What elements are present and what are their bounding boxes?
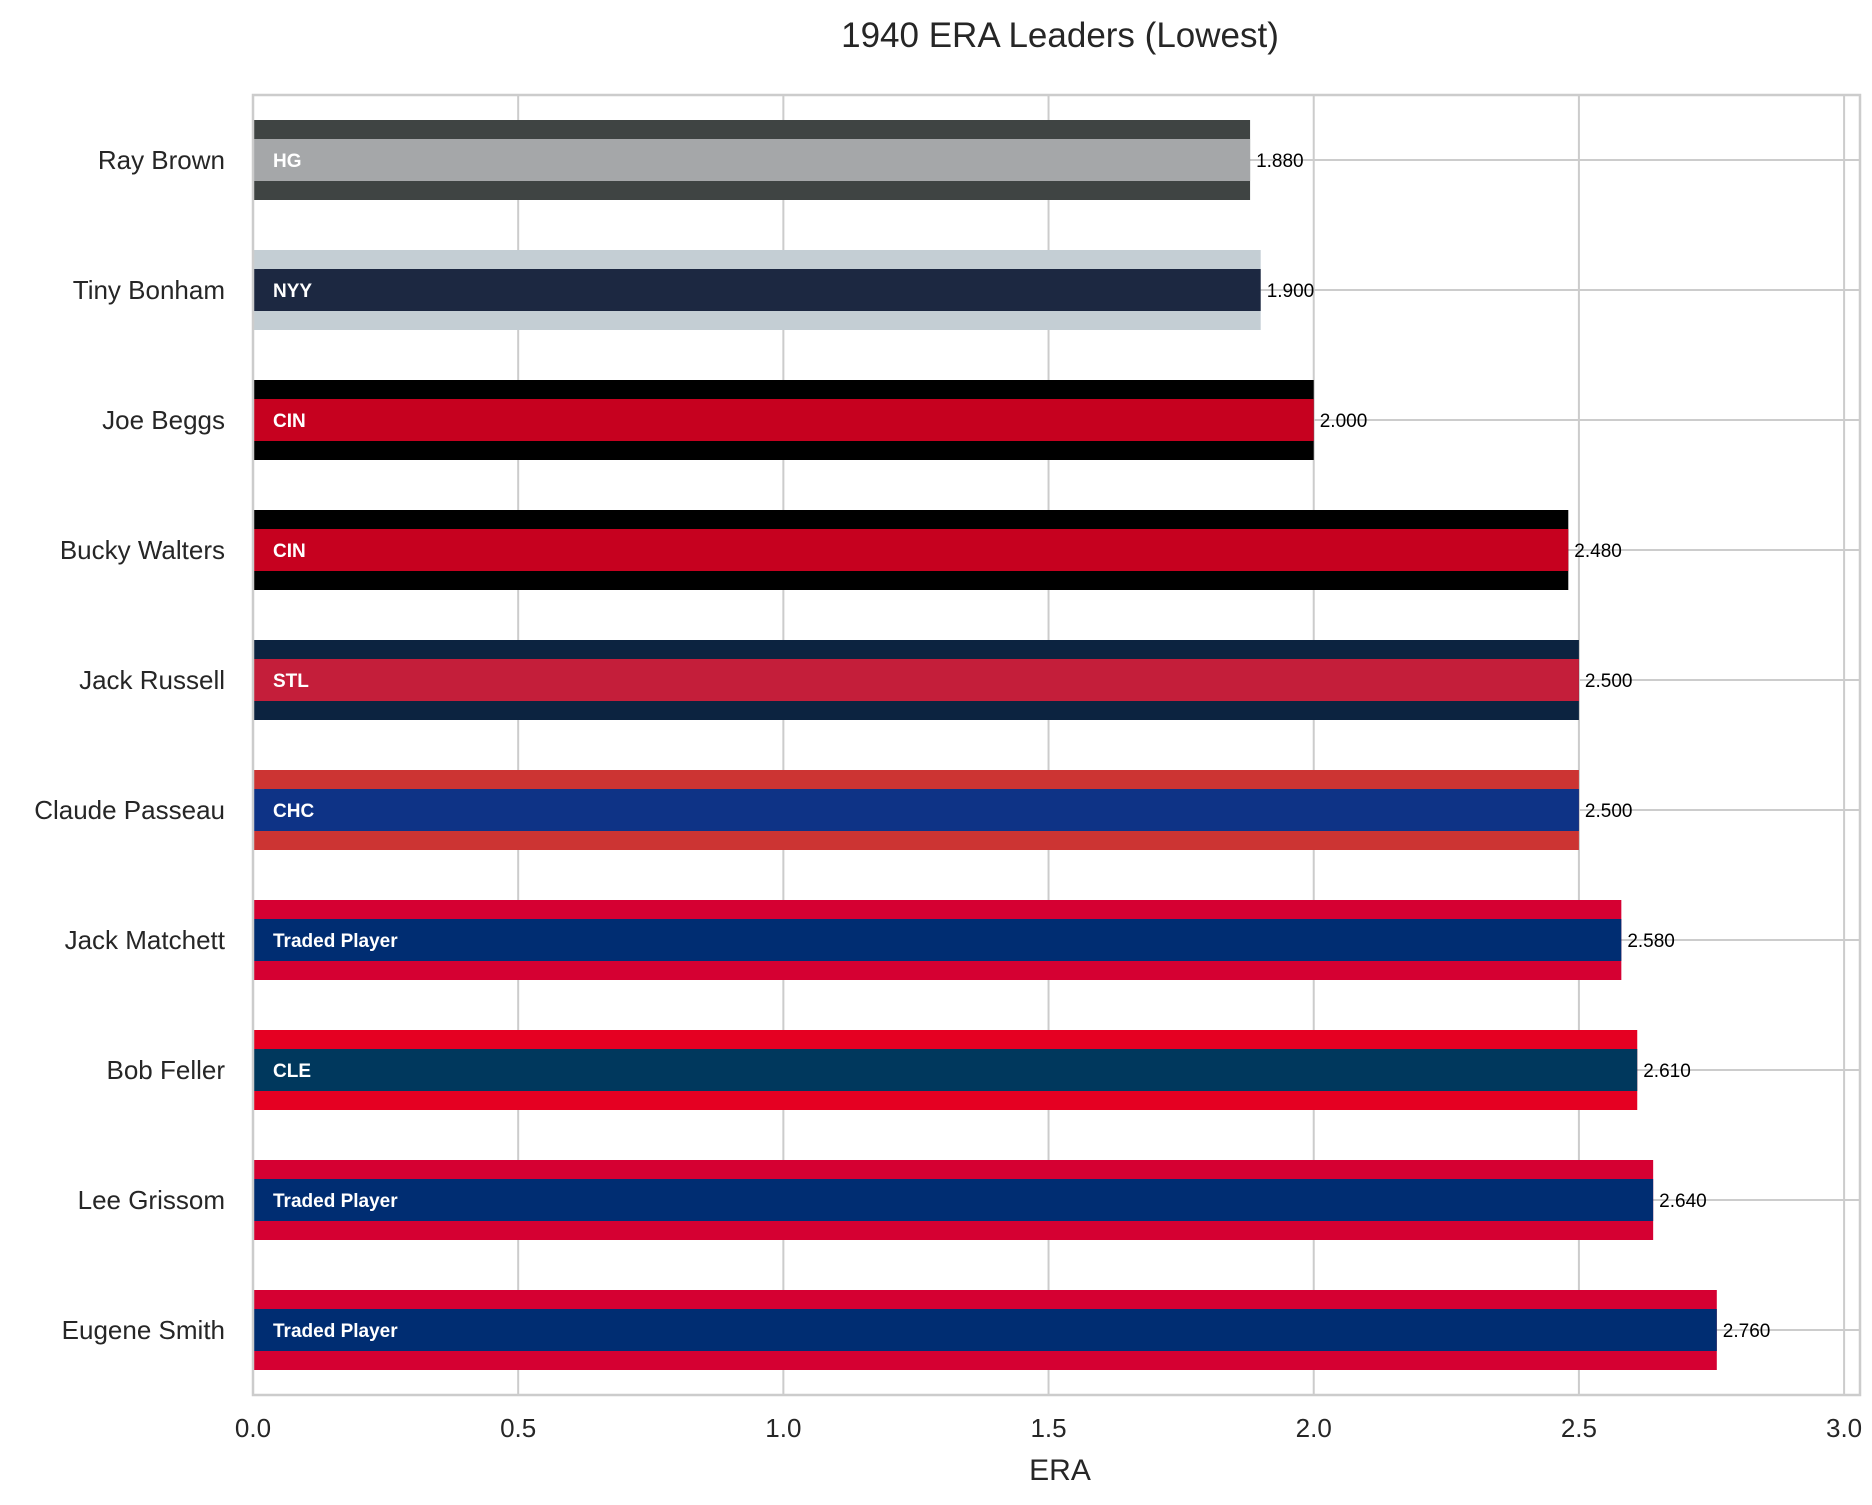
bar-group: CLE 2.610 <box>253 1030 1691 1110</box>
value-label: 1.900 <box>1267 281 1315 302</box>
value-label: 2.500 <box>1585 671 1633 692</box>
bar-group: CIN 2.480 <box>253 510 1622 590</box>
y-tick-label: Lee Grissom <box>78 1185 225 1215</box>
x-tick-label: 0.0 <box>235 1413 271 1443</box>
value-label: 2.610 <box>1643 1061 1691 1082</box>
chart-title: 1940 ERA Leaders (Lowest) <box>841 16 1279 55</box>
bar-inner <box>253 789 1579 831</box>
x-axis-label: ERA <box>1029 1454 1091 1487</box>
team-label: CIN <box>273 411 306 432</box>
x-tick-label: 3.0 <box>1826 1413 1862 1443</box>
y-tick-label: Bob Feller <box>107 1055 226 1085</box>
y-tick-label: Bucky Walters <box>60 535 225 565</box>
bar-group: NYY 1.900 <box>253 250 1314 330</box>
y-tick-label: Eugene Smith <box>62 1315 225 1345</box>
bar-group: CIN 2.000 <box>253 380 1367 460</box>
value-label: 2.580 <box>1627 931 1675 952</box>
bar-inner <box>253 919 1622 961</box>
bar-group: HG 1.880 <box>253 120 1304 200</box>
team-label: Traded Player <box>273 1191 398 1212</box>
bar-inner <box>253 1309 1717 1351</box>
x-tick-label: 2.5 <box>1561 1413 1597 1443</box>
bar-inner <box>253 399 1314 441</box>
team-label: CHC <box>273 801 314 822</box>
bar-group: STL 2.500 <box>253 640 1632 720</box>
bar-inner <box>253 1049 1638 1091</box>
team-label: HG <box>273 151 302 172</box>
y-tick-label: Jack Matchett <box>65 925 226 955</box>
x-tick-label: 2.0 <box>1296 1413 1332 1443</box>
value-label: 2.500 <box>1585 801 1633 822</box>
bar-inner <box>253 1179 1654 1221</box>
bar-group: Traded Player 2.760 <box>253 1290 1770 1370</box>
bar-inner <box>253 659 1579 701</box>
value-label: 2.480 <box>1574 541 1622 562</box>
bar-group: CHC 2.500 <box>253 770 1632 850</box>
team-label: Traded Player <box>273 931 398 952</box>
team-label: CIN <box>273 541 306 562</box>
plot-frame <box>251 93 1862 1397</box>
x-tick-label: 0.5 <box>500 1413 536 1443</box>
y-axis: Ray Brown Tiny Bonham Joe Beggs Bucky Walte… <box>34 145 226 1345</box>
bar-inner <box>253 529 1569 571</box>
x-tick-label: 1.0 <box>765 1413 801 1443</box>
plot-border <box>251 93 1862 1397</box>
value-label: 2.640 <box>1659 1191 1707 1212</box>
y-tick-label: Tiny Bonham <box>73 275 225 305</box>
y-tick-label: Ray Brown <box>98 145 225 175</box>
team-label: Traded Player <box>273 1321 398 1342</box>
value-label: 2.000 <box>1320 411 1368 432</box>
y-tick-label: Jack Russell <box>79 665 225 695</box>
team-label: STL <box>273 671 309 692</box>
team-label: CLE <box>273 1061 311 1082</box>
bar-group: Traded Player 2.580 <box>253 900 1675 980</box>
x-tick-label: 1.5 <box>1030 1413 1066 1443</box>
y-tick-label: Claude Passeau <box>34 795 225 825</box>
bar-inner <box>253 139 1251 181</box>
x-axis: 0.0 0.5 1.0 1.5 2.0 2.5 3.0 <box>235 1413 1862 1443</box>
value-label: 1.880 <box>1256 151 1304 172</box>
value-label: 2.760 <box>1723 1321 1771 1342</box>
team-label: NYY <box>273 281 312 302</box>
bar-group: Traded Player 2.640 <box>253 1160 1707 1240</box>
bar-inner <box>253 269 1261 311</box>
y-tick-label: Joe Beggs <box>102 405 225 435</box>
